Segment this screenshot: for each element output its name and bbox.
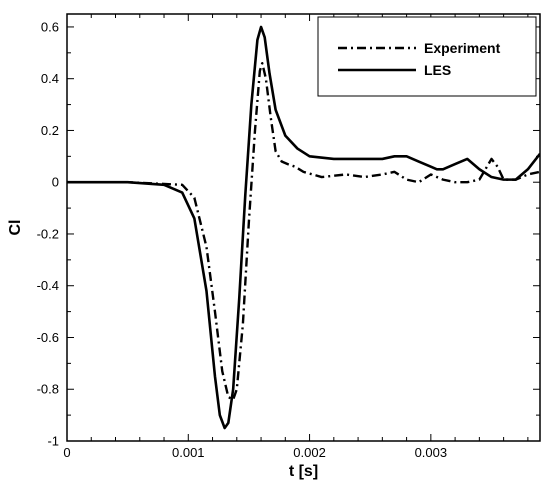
- legend: Experiment LES: [317, 16, 537, 97]
- y-axis-title: Cl: [7, 220, 24, 236]
- ticks-layer: 0 0.001 0.002 0.003 -1 -0.8 -0.6 -0.4 -0.2 0 0.2 0.…: [37, 14, 540, 460]
- y-tick-label: -0.8: [37, 382, 59, 397]
- y-tick-label: 0.6: [41, 19, 59, 34]
- x-tick-label: 0.001: [172, 445, 205, 460]
- y-tick-label: 0.4: [41, 71, 59, 86]
- y-tick-label: -0.6: [37, 330, 59, 345]
- x-axis-title: t [s]: [289, 463, 318, 480]
- series-line-experiment: [67, 61, 540, 401]
- legend-label-les: LES: [424, 62, 451, 78]
- x-tick-label: 0: [63, 445, 70, 460]
- y-tick-label: -1: [47, 434, 59, 449]
- series-layer: [67, 25, 540, 430]
- y-tick-label: 0.2: [41, 123, 59, 138]
- legend-label-experiment: Experiment: [424, 40, 501, 56]
- plot-frame: [66, 13, 541, 442]
- y-tick-label: 0: [52, 175, 59, 190]
- series-line-les: [67, 25, 540, 430]
- y-tick-label: -0.4: [37, 278, 59, 293]
- x-tick-label: 0.003: [415, 445, 448, 460]
- y-tick-label: -0.2: [37, 226, 59, 241]
- x-tick-label: 0.002: [293, 445, 326, 460]
- legend-box: [317, 16, 537, 97]
